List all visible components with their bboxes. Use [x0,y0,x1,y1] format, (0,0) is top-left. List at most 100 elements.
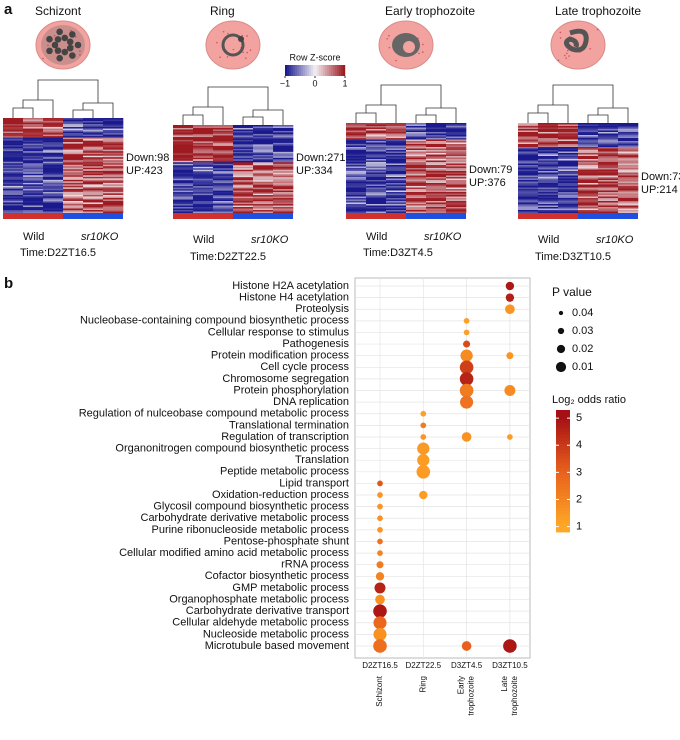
heatmap-cell [538,196,559,199]
heatmap-cell [558,138,579,140]
heatmap-cell [253,157,274,160]
heatmap-cell [103,188,124,191]
heatmap-cell [346,163,367,166]
heatmap-cell [366,144,387,146]
heatmap-cell [518,177,539,179]
heatmap-cell [103,170,124,173]
heatmap-cell [173,141,194,144]
heatmap-cell [213,190,234,193]
heatmap-cell [446,181,467,184]
heatmap-cell [253,126,274,129]
heatmap-cell [3,157,24,160]
heatmap-cell [558,195,579,197]
heatmap-cell [346,193,367,196]
y-tick-label: Peptide metabolic process [220,466,350,478]
heatmap-cell [23,166,44,169]
heatmap-cell [578,123,599,125]
heatmap-cell [598,193,619,196]
heatmap-cell [618,127,639,130]
heatmap-cell [213,133,234,136]
heatmap-cell [23,152,44,155]
heatmap-cell [558,126,579,128]
zscore-bar [295,65,298,76]
group-bar [518,213,578,219]
heatmap-cell [253,150,274,153]
heatmap-cell [193,184,214,187]
heatmap-cell [538,183,559,185]
y-tick-label: Glycosil compound biosynthetic process [153,501,349,513]
heatmap-cell [618,159,639,161]
heatmap-cell [23,164,44,167]
color-bar [556,410,570,414]
heatmap-cell [346,144,367,146]
heatmap-cell [43,184,64,187]
zscore-bar [333,65,336,76]
heatmap-cell [426,127,447,130]
heatmap-cell [426,138,447,140]
heatmap-cell [518,189,539,191]
heatmap-cell [366,199,387,202]
heatmap-cell [173,168,194,171]
heatmap-cell [406,211,427,214]
heatmap-cell [598,165,619,167]
dendrogram [597,107,629,123]
heatmap-cell [558,189,579,191]
heatmap-cell [618,139,639,142]
heatmap-cell [386,147,407,149]
heatmap-cell [578,132,599,134]
heatmap-cell [23,155,44,158]
heatmap-cell [103,149,124,152]
heatmap-cell [446,171,467,173]
dot [460,349,473,362]
heatmap-cell [43,176,64,179]
heatmap-cell [426,159,447,161]
heatmap-cell [193,199,214,202]
heatmap-cell [193,163,214,166]
dot [377,515,383,522]
heatmap-cell [558,147,579,149]
heatmap-cell [23,118,44,120]
heatmap-cell [193,204,214,206]
heatmap-cell [233,148,254,151]
heatmap-cell [3,149,24,152]
heatmap-cell [386,144,407,146]
heatmap-cell [213,211,234,214]
heatmap-cell [578,174,599,176]
heatmap-cell [558,166,579,169]
heatmap-cell [446,124,467,127]
heatmap-cell [426,172,447,175]
heatmap-cell [406,157,427,160]
up-count: UP:376 [469,177,506,189]
heatmap-cell [63,160,84,163]
heatmap-cell [578,205,599,208]
heatmap-cell [3,146,24,149]
heatmap-cell [173,148,194,151]
heatmap-cell [173,171,194,174]
cell-dot [241,34,243,37]
heatmap-cell [558,181,579,184]
heatmap-cell [43,136,64,138]
heatmap-cell [253,156,274,159]
heatmap-cell [346,184,367,187]
heatmap-cell [213,195,234,197]
heatmap-cell [83,140,104,143]
heatmap-cell [558,211,579,214]
heatmap-cell [253,147,274,150]
heatmap-cell [63,194,84,197]
heatmap-cell [518,187,539,190]
heatmap-cell [103,205,124,208]
heatmap-cell [103,194,124,197]
heatmap-cell [578,201,599,203]
heatmap-cell [618,202,639,205]
heatmap-cell [83,121,104,123]
heatmap-cell [23,205,44,208]
heatmap-cell [386,124,407,127]
heatmap-cell [618,193,639,196]
heatmap-cell [233,190,254,193]
heatmap-cell [23,136,44,138]
heatmap-cell [406,162,427,164]
y-tick-label: Carbohydrate derivative metabolic proces… [141,512,350,524]
y-tick-label: Cell cycle process [260,361,349,373]
x-group-label: trophozoite [467,675,476,715]
heatmap-cell [518,135,539,137]
